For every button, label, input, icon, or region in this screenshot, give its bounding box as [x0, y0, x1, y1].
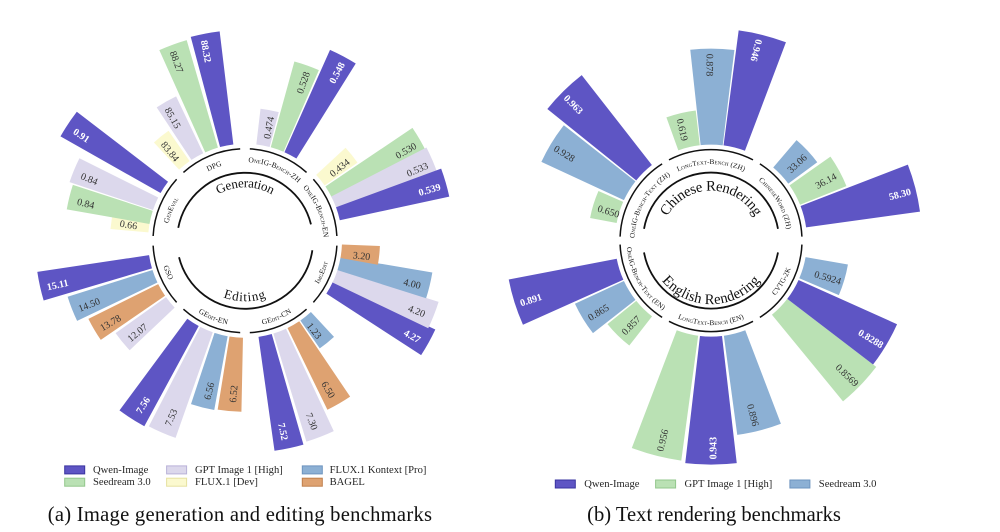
svg-text:0.84: 0.84	[76, 197, 96, 212]
svg-text:0.66: 0.66	[119, 219, 138, 233]
svg-text:0.956: 0.956	[655, 428, 671, 453]
svg-text:GPT Image 1 [High]: GPT Image 1 [High]	[195, 465, 283, 476]
svg-text:0.878: 0.878	[703, 54, 714, 77]
svg-text:0.946: 0.946	[747, 38, 763, 63]
svg-text:88.32: 88.32	[198, 39, 213, 63]
svg-text:Seedream 3.0: Seedream 3.0	[819, 479, 877, 490]
svg-text:6.52: 6.52	[228, 385, 241, 403]
svg-text:FLUX.1 Kontext [Pro]: FLUX.1 Kontext [Pro]	[330, 465, 427, 476]
svg-text:4.00: 4.00	[402, 277, 422, 292]
svg-text:3.20: 3.20	[352, 250, 371, 263]
svg-text:(b) Text rendering benchmarks: (b) Text rendering benchmarks	[587, 504, 841, 526]
svg-text:6.56: 6.56	[202, 381, 217, 401]
svg-text:GPT Image 1 [High]: GPT Image 1 [High]	[685, 479, 773, 490]
svg-text:0.619: 0.619	[674, 118, 690, 142]
svg-text:Generation: Generation	[213, 175, 278, 197]
svg-text:Qwen-Image: Qwen-Image	[584, 479, 640, 490]
svg-text:7.52: 7.52	[275, 422, 289, 441]
svg-text:(a) Image generation and editi: (a) Image generation and editing benchma…	[48, 504, 433, 526]
svg-text:58.30: 58.30	[888, 187, 913, 203]
svg-text:15.11: 15.11	[46, 278, 70, 293]
svg-text:Seedream 3.0: Seedream 3.0	[93, 477, 151, 488]
svg-text:Editing: Editing	[222, 286, 267, 304]
svg-text:0.474: 0.474	[262, 116, 277, 140]
svg-text:BAGEL: BAGEL	[330, 477, 365, 488]
svg-text:FLUX.1 [Dev]: FLUX.1 [Dev]	[195, 477, 258, 488]
svg-text:0.896: 0.896	[744, 403, 760, 428]
svg-text:Qwen-Image: Qwen-Image	[93, 465, 149, 476]
svg-text:0.943: 0.943	[709, 437, 720, 460]
